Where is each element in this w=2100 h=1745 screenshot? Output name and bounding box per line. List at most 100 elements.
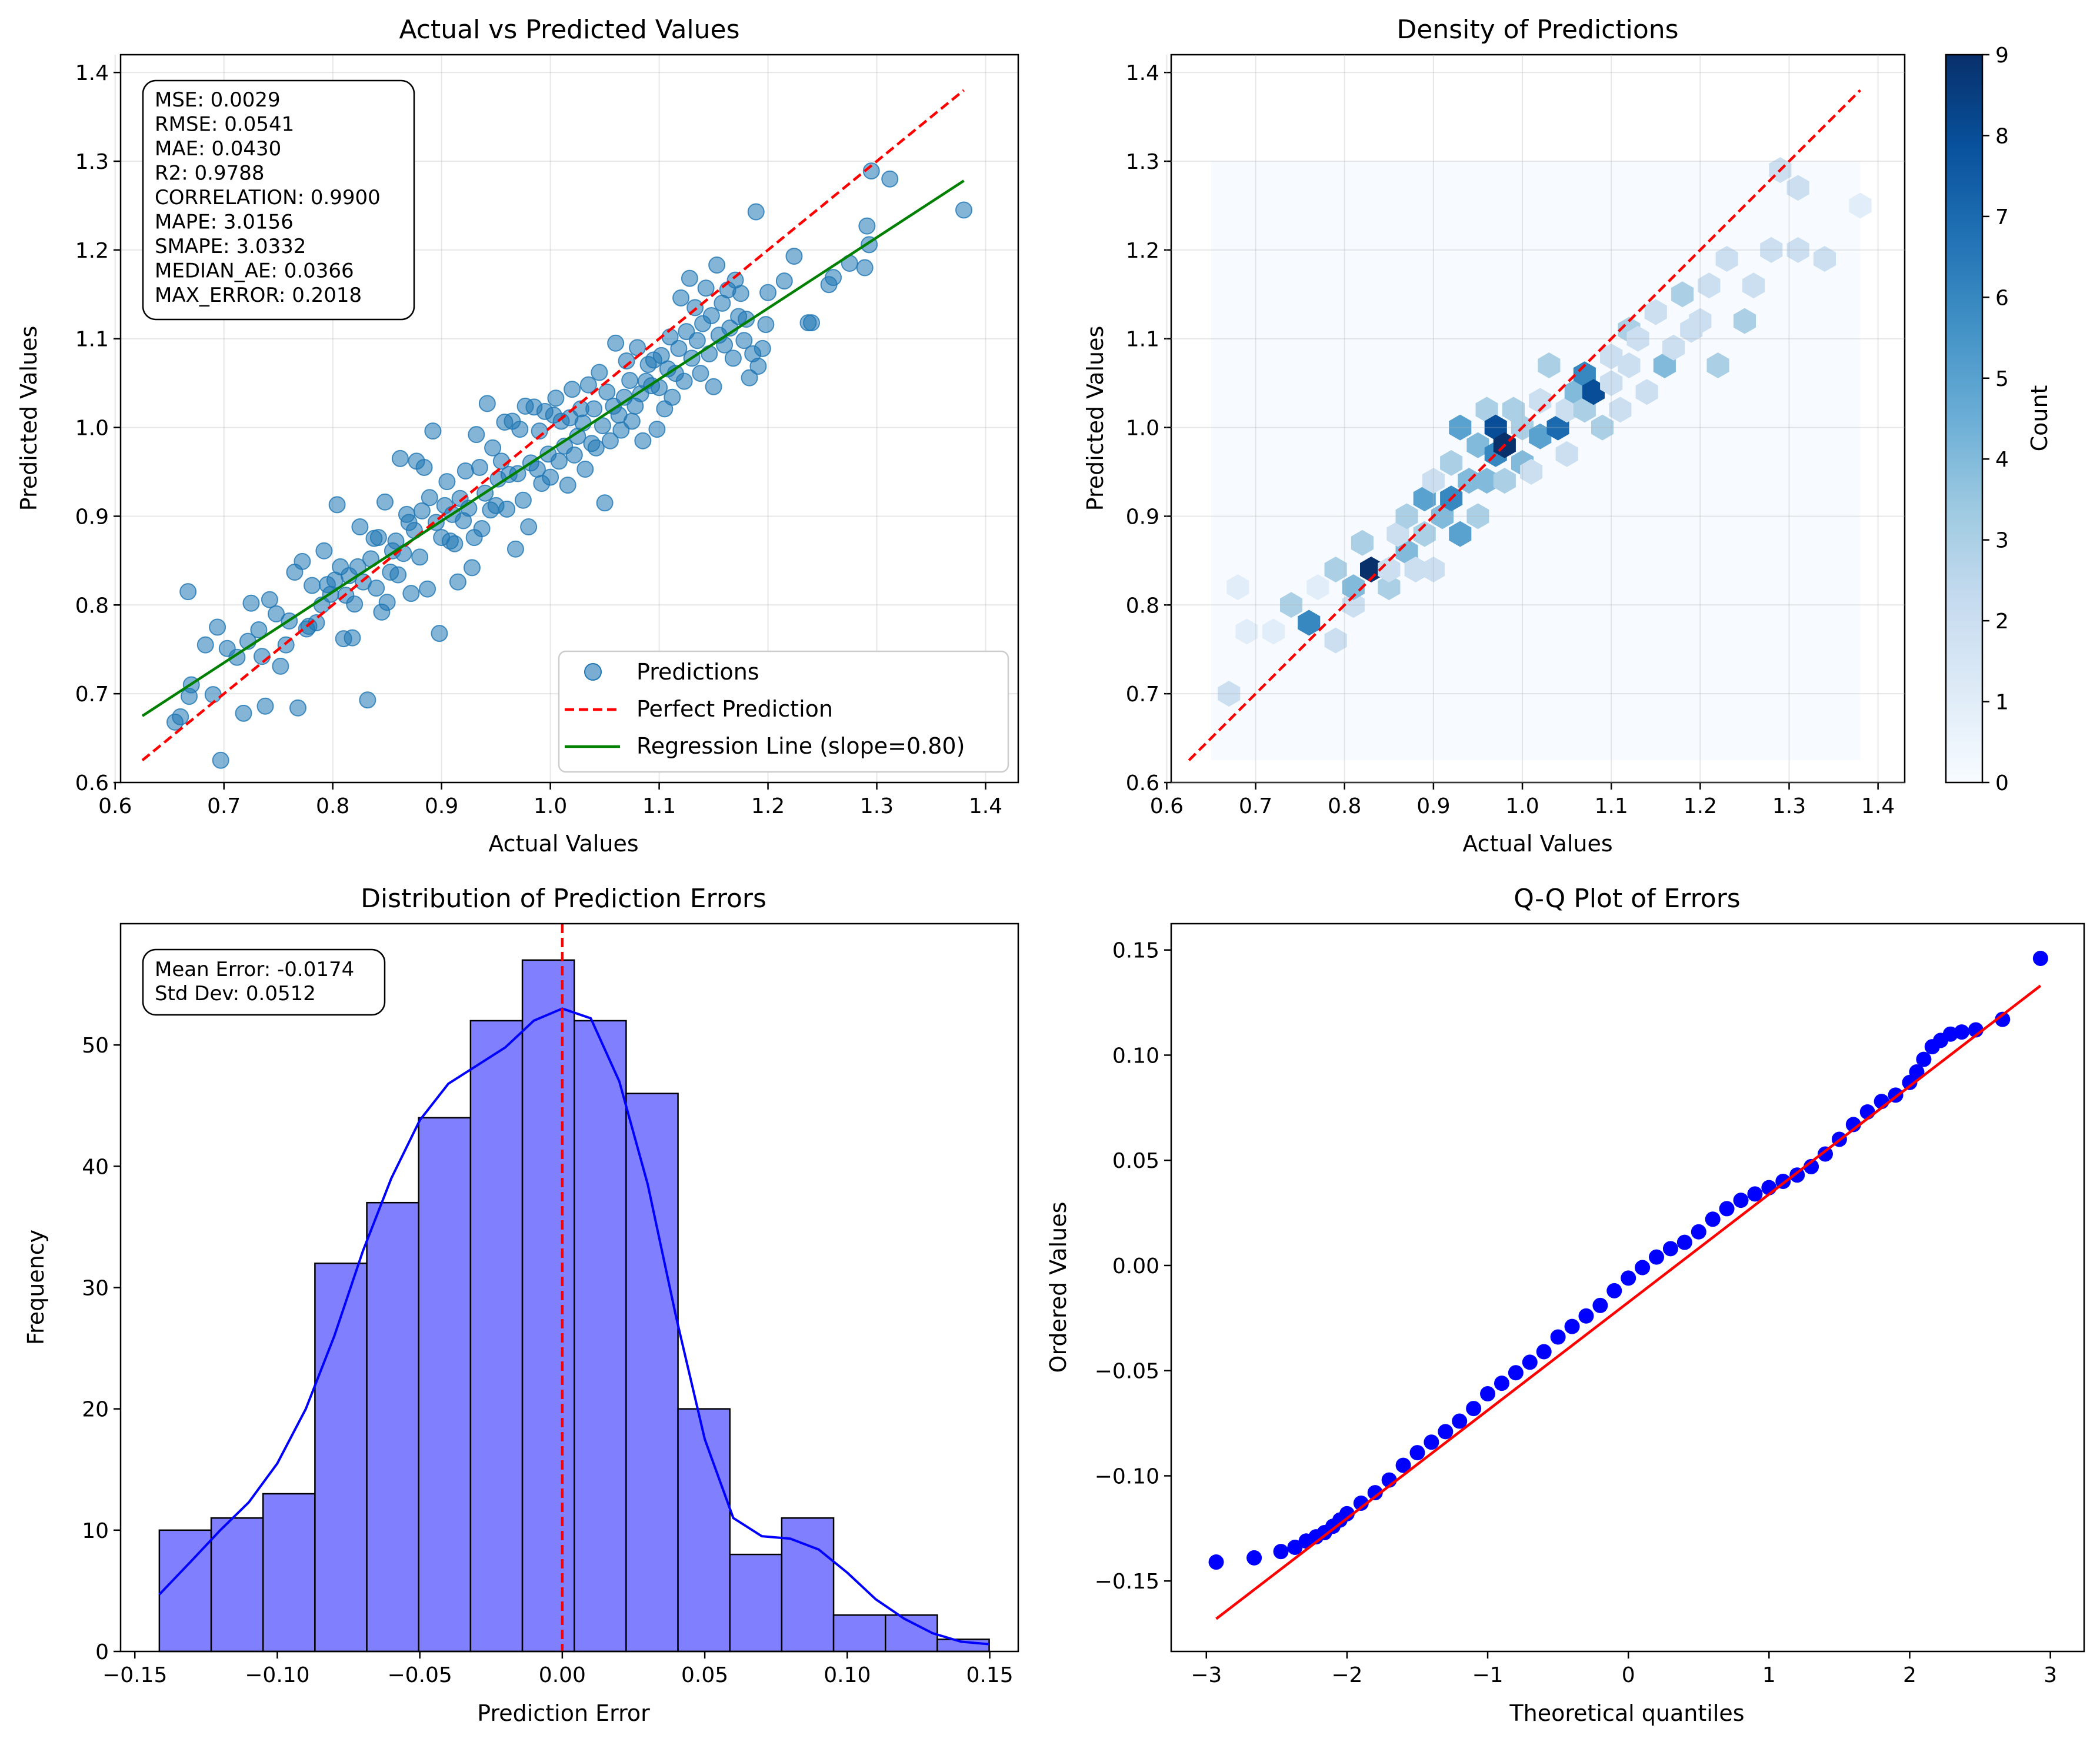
- qq-point: [1466, 1401, 1482, 1417]
- prediction-point: [468, 426, 485, 444]
- prediction-point: [411, 548, 429, 566]
- prediction-point: [724, 349, 742, 367]
- qq-point: [1564, 1318, 1580, 1334]
- p2-axes-frame: [1170, 54, 1906, 784]
- hex-cell: [1706, 352, 1729, 378]
- prediction-point: [344, 629, 361, 647]
- p1-ytick-label: 1.3: [75, 150, 109, 174]
- p2-ytick-label: 0.8: [1126, 594, 1159, 618]
- prediction-point: [681, 269, 698, 287]
- hex-cell: [1635, 379, 1658, 405]
- qq-point: [1954, 1024, 1969, 1040]
- qq-point: [1578, 1308, 1594, 1324]
- p4-xtick-label: 0: [1622, 1663, 1635, 1687]
- hex-cell: [1573, 397, 1596, 423]
- p2-ytick-label: 1.0: [1126, 417, 1159, 441]
- p3-xtick-label: 0.15: [966, 1663, 1013, 1687]
- prediction-point: [629, 339, 646, 357]
- p2-ytick-label: 0.9: [1126, 505, 1159, 529]
- p4-xtick-label: 1: [1762, 1663, 1776, 1687]
- p2-ytick-label: 1.2: [1126, 239, 1159, 263]
- prediction-point: [692, 365, 709, 382]
- prediction-point: [708, 257, 726, 274]
- p2-ytick-label: 1.1: [1126, 328, 1159, 352]
- p4-plot-area: [1208, 950, 2048, 1620]
- p1-ytick-label: 0.7: [75, 682, 109, 707]
- p1-xtick-label: 1.4: [969, 794, 1002, 818]
- colorbar-tick-label: 9: [1995, 44, 2009, 68]
- p2-plot-area: [1211, 157, 1872, 761]
- prediction-point: [741, 369, 758, 387]
- p2-xtick-label: 1.4: [1861, 794, 1895, 818]
- qq-point: [1395, 1457, 1411, 1473]
- hex-cell: [1360, 557, 1383, 582]
- prediction-point: [618, 352, 635, 369]
- p3-stat-std: Std Dev: 0.0512: [155, 982, 316, 1005]
- p1-xtick-label: 0.6: [98, 794, 132, 818]
- p4-ytick-label: 0.10: [1112, 1044, 1159, 1068]
- histogram-bar: [314, 1263, 368, 1653]
- hex-cell: [1218, 681, 1241, 707]
- p3-xtick-label: −0.15: [102, 1663, 167, 1687]
- hex-cell: [1715, 246, 1738, 272]
- legend-marker-predictions: [584, 663, 602, 681]
- qq-point: [1522, 1354, 1538, 1370]
- hex-cell: [1662, 334, 1685, 361]
- prediction-point: [498, 500, 516, 518]
- p4-ytick-label: 0.15: [1112, 939, 1159, 963]
- hex-cell: [1378, 574, 1401, 601]
- prediction-point: [585, 400, 603, 418]
- prediction-point: [506, 540, 524, 558]
- p3-ytick-label: 0: [95, 1640, 109, 1664]
- regression-line: [141, 179, 965, 717]
- qq-point: [1273, 1544, 1289, 1560]
- p3-ytick-label: 50: [82, 1034, 109, 1058]
- hex-cell: [1698, 272, 1721, 299]
- qq-point: [1480, 1386, 1496, 1402]
- p1-ytick-label: 0.6: [75, 771, 109, 795]
- qq-point: [1409, 1445, 1425, 1461]
- prediction-point: [735, 332, 753, 349]
- panel-density-of-predictions: 0.6 0.7 0.8 0.9 1.0 1.1 1.2 1.3 1.4 0.6 0.7 0.8 0.9 1…: [1082, 15, 2052, 857]
- p2-colorbar: 0 1 2 3 4 5 6 7 8 9 Count: [1945, 44, 2052, 795]
- hex-cell: [1786, 237, 1809, 263]
- qq-point: [1494, 1376, 1509, 1391]
- hex-cell: [1395, 503, 1418, 530]
- histogram-bar: [625, 1093, 679, 1653]
- p3-stats-box-frame: [142, 948, 386, 1016]
- p2-ylabel: Predicted Values: [1082, 326, 1108, 511]
- hex-cell: [1555, 397, 1578, 423]
- panel-error-distribution: −0.15 −0.10 −0.05 0.00 0.05 0.10 0.15 0 10 20 30 40…: [23, 884, 1019, 1726]
- colorbar-label: Count: [2026, 385, 2052, 452]
- prediction-point: [196, 636, 214, 654]
- p1-ytick-label: 0.8: [75, 594, 109, 618]
- p1-ytick-label: 0.9: [75, 505, 109, 529]
- hex-cell: [1555, 441, 1578, 467]
- prediction-point: [268, 605, 285, 622]
- hex-cell: [1449, 414, 1472, 441]
- prediction-point: [697, 279, 715, 297]
- p1-xtick-label: 1.0: [534, 794, 567, 818]
- prediction-point: [738, 311, 755, 328]
- p4-ytick-label: −0.10: [1095, 1464, 1159, 1488]
- p3-xtick-label: −0.05: [388, 1663, 452, 1687]
- p1-plot-area: [141, 89, 973, 769]
- p1-ytick-label: 1.2: [75, 239, 109, 263]
- prediction-point: [564, 381, 581, 398]
- prediction-point: [261, 591, 278, 608]
- prediction-point: [596, 494, 614, 512]
- colorbar-tick-label: 7: [1995, 205, 2009, 229]
- qq-point: [1550, 1329, 1566, 1345]
- prediction-point: [449, 573, 466, 591]
- qq-point: [1747, 1186, 1763, 1202]
- prediction-point: [228, 648, 246, 666]
- prediction-point: [520, 518, 538, 536]
- qq-point: [1719, 1201, 1735, 1217]
- p1-metric-line: CORRELATION: 0.9900: [155, 186, 381, 209]
- prediction-point: [421, 489, 438, 507]
- prediction-point: [702, 307, 720, 325]
- hex-cell: [1466, 503, 1489, 530]
- hex-cell: [1484, 414, 1507, 441]
- prediction-point: [250, 621, 268, 639]
- hex-cell: [1502, 397, 1525, 423]
